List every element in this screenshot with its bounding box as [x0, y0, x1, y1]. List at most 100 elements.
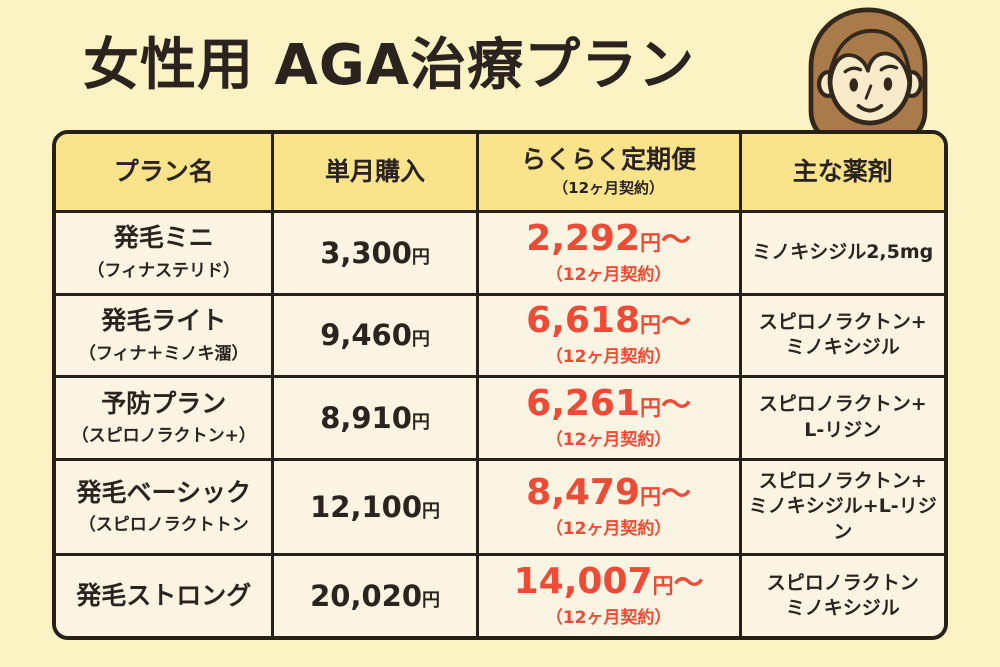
price-tilde: 〜	[661, 222, 692, 258]
plan-name: 発毛ミニ	[113, 223, 214, 253]
price-unit: 円	[640, 396, 662, 421]
header-monthly-purchase: 単月購入	[274, 134, 479, 210]
plan-name-cell: 予防プラン （スピロノラクトン+）	[56, 378, 275, 458]
mouth-smile	[856, 103, 884, 113]
monthly-price-cell: 8,910円	[274, 378, 479, 458]
price-amount: 3,300	[320, 235, 412, 270]
subscription-price: 2,292円〜	[526, 217, 692, 259]
price-unit: 円	[422, 501, 441, 523]
drug-line: L-リジン	[804, 419, 882, 442]
drug-line: スピロノラクトン	[766, 571, 919, 594]
page-title: 女性用 AGA治療プラン	[83, 33, 696, 98]
plan-name: 予防プラン	[101, 388, 227, 418]
header-plan-name: プラン名	[56, 134, 275, 210]
price-unit: 円	[652, 574, 674, 599]
monthly-price: 8,910円	[320, 401, 430, 435]
price-amount: 6,618	[526, 300, 641, 342]
subscription-price-cell: 6,261円〜 （12ヶ月契約）	[479, 378, 742, 458]
price-amount: 14,007	[513, 561, 653, 603]
header-label: プラン名	[113, 157, 214, 187]
plan-name-cell: 発毛ライト （フィナ＋ミノキ澑）	[56, 295, 275, 376]
drug-line: ミノキシジル2,5mg	[752, 240, 934, 263]
drug-line: ミノキシジル	[785, 597, 900, 620]
price-tilde: 〜	[661, 477, 692, 513]
plan-name-cell: 発毛ミニ （フィナステリド）	[56, 213, 275, 293]
drugs-cell: ミノキシジル2,5mg	[742, 213, 944, 293]
plan-name: 発毛ライト	[101, 306, 227, 336]
header-main-drugs: 主な薬剤	[742, 134, 944, 210]
price-tilde: 〜	[673, 566, 704, 602]
drug-line: ミノキシジル	[785, 336, 900, 359]
header-label: 主な薬剤	[792, 157, 893, 187]
price-amount: 9,460	[320, 318, 412, 353]
eyebrow-right	[879, 64, 899, 72]
drugs-cell: スピロノラクトン+ ミノキシジル+L-リジン	[742, 461, 944, 554]
eye-left	[849, 78, 859, 92]
plan-name-cell: 発毛ベーシック （スピロノラクトトン	[56, 460, 275, 554]
price-tilde: 〜	[661, 388, 692, 424]
drugs-cell: スピロノラクトン ミノキシジル	[742, 556, 944, 636]
table-row: 発毛ミニ （フィナステリド） 3,300円 2,292円〜 （12ヶ月契約） ミ…	[56, 213, 944, 296]
table-row: 予防プラン （スピロノラクトン+） 8,910円 6,261円〜 （12ヶ月契約…	[56, 378, 944, 461]
table-row: 発毛ベーシック （スピロノラクトトン 12,100円 8,479円〜 （12ヶ月…	[56, 460, 944, 557]
contract-note: （12ヶ月契約）	[545, 519, 672, 540]
plan-subtext: （フィナステリド）	[87, 261, 241, 282]
subscription-price-cell: 14,007円〜 （12ヶ月契約）	[479, 556, 742, 636]
price-amount: 6,261	[526, 383, 641, 425]
monthly-price: 20,020円	[310, 579, 440, 613]
plan-subtext: （スピロノラクトン+）	[71, 426, 256, 447]
price-amount: 8,910	[320, 401, 412, 436]
header-subscription: らくらく定期便 （12ヶ月契約）	[479, 134, 742, 210]
price-amount: 8,479	[526, 472, 641, 514]
price-unit: 円	[640, 313, 662, 338]
nose-line	[864, 84, 873, 100]
table-row: 発毛ライト （フィナ＋ミノキ澑） 9,460円 6,618円〜 （12ヶ月契約）…	[56, 295, 944, 379]
bangs-shape	[828, 28, 912, 88]
plan-subtext: （フィナ＋ミノキ澑）	[78, 343, 249, 364]
monthly-price-cell: 20,020円	[274, 556, 479, 636]
drug-line: スピロノラクトン+	[758, 393, 927, 416]
drugs-cell: スピロノラクトン+ ミノキシジル	[742, 296, 944, 376]
monthly-price-cell: 3,300円	[274, 213, 479, 293]
drug-line: スピロノラクトン+	[758, 469, 927, 492]
contract-note: （12ヶ月契約）	[545, 608, 672, 629]
woman-face-icon	[808, 7, 928, 143]
price-unit: 円	[640, 230, 662, 255]
monthly-price-cell: 12,100円	[274, 460, 479, 554]
header-label: らくらく定期便	[521, 145, 697, 175]
plan-name-cell: 発毛ストロング	[56, 556, 275, 636]
price-amount: 2,292	[526, 217, 641, 259]
subscription-price: 8,479円〜	[526, 475, 691, 511]
header-sublabel: （12ヶ月契約）	[553, 178, 665, 197]
subscription-price: 14,007円〜	[514, 564, 704, 600]
plan-subtext: （スピロノラクトトン	[78, 515, 249, 536]
table-row: 発毛ストロング 20,020円 14,007円〜 （12ヶ月契約） スピロノラク…	[56, 556, 944, 636]
price-amount: 20,020	[310, 579, 423, 614]
price-unit: 円	[640, 485, 662, 510]
monthly-price: 3,300円	[320, 236, 430, 270]
monthly-price: 9,460円	[320, 318, 430, 352]
subscription-price: 6,618円〜	[526, 303, 691, 339]
contract-note: （12ヶ月契約）	[545, 430, 672, 451]
eye-right	[883, 77, 893, 91]
price-unit: 円	[422, 590, 441, 612]
eyebrow-left	[843, 66, 863, 74]
woman-avatar-illustration	[792, 4, 944, 145]
monthly-price-cell: 9,460円	[274, 295, 479, 376]
plan-name: 発毛ベーシック	[76, 477, 251, 507]
drugs-cell: スピロノラクトン+ L-リジン	[742, 378, 944, 458]
drug-line: ミノキシジル+L-リジン	[748, 495, 937, 543]
drug-line: スピロノラクトン+	[758, 310, 927, 333]
monthly-price: 12,100円	[310, 490, 440, 524]
price-amount: 12,100	[310, 490, 423, 525]
subscription-price-cell: 8,479円〜 （12ヶ月契約）	[479, 460, 742, 554]
plan-name: 発毛ストロング	[76, 580, 252, 610]
contract-note: （12ヶ月契約）	[545, 264, 672, 285]
price-unit: 円	[411, 329, 430, 351]
header-label: 単月購入	[325, 157, 426, 187]
aga-plan-table: プラン名 単月購入 らくらく定期便 （12ヶ月契約） 主な薬剤 発毛ミニ （フィ…	[52, 130, 948, 640]
table-header-row: プラン名 単月購入 らくらく定期便 （12ヶ月契約） 主な薬剤	[56, 134, 944, 213]
subscription-price-cell: 2,292円〜 （12ヶ月契約）	[479, 213, 742, 293]
contract-note: （12ヶ月契約）	[545, 347, 672, 368]
price-unit: 円	[411, 412, 430, 434]
